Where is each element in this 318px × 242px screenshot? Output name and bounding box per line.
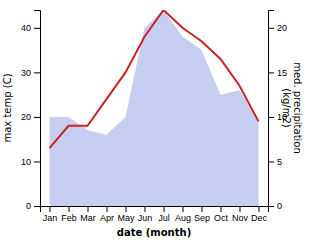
tick-label: Apr bbox=[100, 213, 114, 223]
tick-mark bbox=[145, 206, 146, 212]
tick-label: 5 bbox=[277, 157, 282, 167]
axis-line bbox=[34, 11, 41, 207]
tick-mark bbox=[240, 206, 241, 212]
tick: 20 bbox=[268, 23, 287, 33]
y-axis-title: max temp (C) bbox=[2, 73, 13, 142]
chart: JanFebMar AprMayJun Jul AugSep OctNovDec 0 10 2… bbox=[0, 0, 318, 242]
tick-mark bbox=[221, 206, 222, 212]
tick-label: 30 bbox=[21, 68, 31, 78]
tick-label: Aug bbox=[175, 213, 191, 223]
tick-label: Nov bbox=[232, 213, 249, 223]
x-axis: JanFebMar AprMayJun Jul AugSep OctNovDec bbox=[41, 206, 269, 223]
line bbox=[50, 10, 259, 148]
tick-label: May bbox=[117, 213, 135, 223]
tick-label: Jul bbox=[158, 213, 170, 223]
tick: Oct bbox=[214, 206, 229, 223]
tick-label: 15 bbox=[277, 68, 287, 78]
tick-mark bbox=[202, 206, 203, 212]
tick-label: 20 bbox=[21, 112, 31, 122]
tick-mark bbox=[268, 206, 274, 207]
tick-mark bbox=[268, 117, 274, 118]
tick: 30 bbox=[21, 68, 40, 78]
tick: 5 bbox=[268, 157, 282, 167]
tick: Jan bbox=[43, 206, 58, 223]
y-axis: 0 10 20 30 40 bbox=[21, 11, 41, 212]
tick-mark bbox=[88, 206, 89, 212]
marks bbox=[50, 10, 259, 206]
tick-label: Feb bbox=[61, 213, 77, 223]
area bbox=[50, 10, 259, 206]
tick-label: 20 bbox=[277, 23, 287, 33]
tick-label: Jan bbox=[43, 213, 58, 223]
tick-mark bbox=[164, 206, 165, 212]
tick-label: Sep bbox=[194, 213, 210, 223]
x-axis-title: date (month) bbox=[117, 227, 191, 238]
tick-label: 0 bbox=[277, 201, 282, 211]
tick: Sep bbox=[194, 206, 210, 223]
tick: Jun bbox=[138, 206, 153, 223]
tick-label: Oct bbox=[214, 213, 229, 223]
tick-label: 0 bbox=[26, 201, 31, 211]
tick-mark bbox=[268, 161, 274, 162]
tick: 20 bbox=[21, 112, 40, 122]
tick: Jul bbox=[158, 206, 170, 223]
tick-label: Mar bbox=[80, 213, 96, 223]
tick-mark bbox=[50, 206, 51, 212]
tick-mark bbox=[34, 72, 40, 73]
tick-mark bbox=[34, 206, 40, 207]
tick-mark bbox=[107, 206, 108, 212]
tick-mark bbox=[69, 206, 70, 212]
tick: 40 bbox=[21, 23, 40, 33]
tick: May bbox=[117, 206, 135, 223]
tick: 10 bbox=[21, 157, 40, 167]
tick: Aug bbox=[175, 206, 191, 223]
plot: JanFebMar AprMayJun Jul AugSep OctNovDec 0 10 2… bbox=[21, 10, 287, 223]
tick: Apr bbox=[100, 206, 114, 223]
tick-label: 10 bbox=[21, 157, 31, 167]
tick: 15 bbox=[268, 68, 287, 78]
tick: Mar bbox=[80, 206, 96, 223]
axis-line bbox=[269, 11, 275, 207]
tick: 0 bbox=[268, 201, 282, 211]
tick: Nov bbox=[232, 206, 249, 223]
tick-mark bbox=[34, 28, 40, 29]
tick-mark bbox=[126, 206, 127, 212]
tick: Dec bbox=[251, 206, 268, 223]
tick-mark bbox=[34, 161, 40, 162]
tick-label: 40 bbox=[21, 23, 31, 33]
tick-mark bbox=[34, 117, 40, 118]
tick-mark bbox=[268, 72, 274, 73]
y2-axis-title: med. precipitation(kg/m2) bbox=[281, 62, 304, 154]
tick: Feb bbox=[61, 206, 77, 223]
tick-label: Dec bbox=[251, 213, 268, 223]
axis-line bbox=[41, 207, 269, 213]
tick: 0 bbox=[26, 201, 40, 211]
tick-mark bbox=[183, 206, 184, 212]
tick-mark bbox=[268, 28, 274, 29]
tick-mark bbox=[259, 206, 260, 212]
tick-label: Jun bbox=[138, 213, 153, 223]
